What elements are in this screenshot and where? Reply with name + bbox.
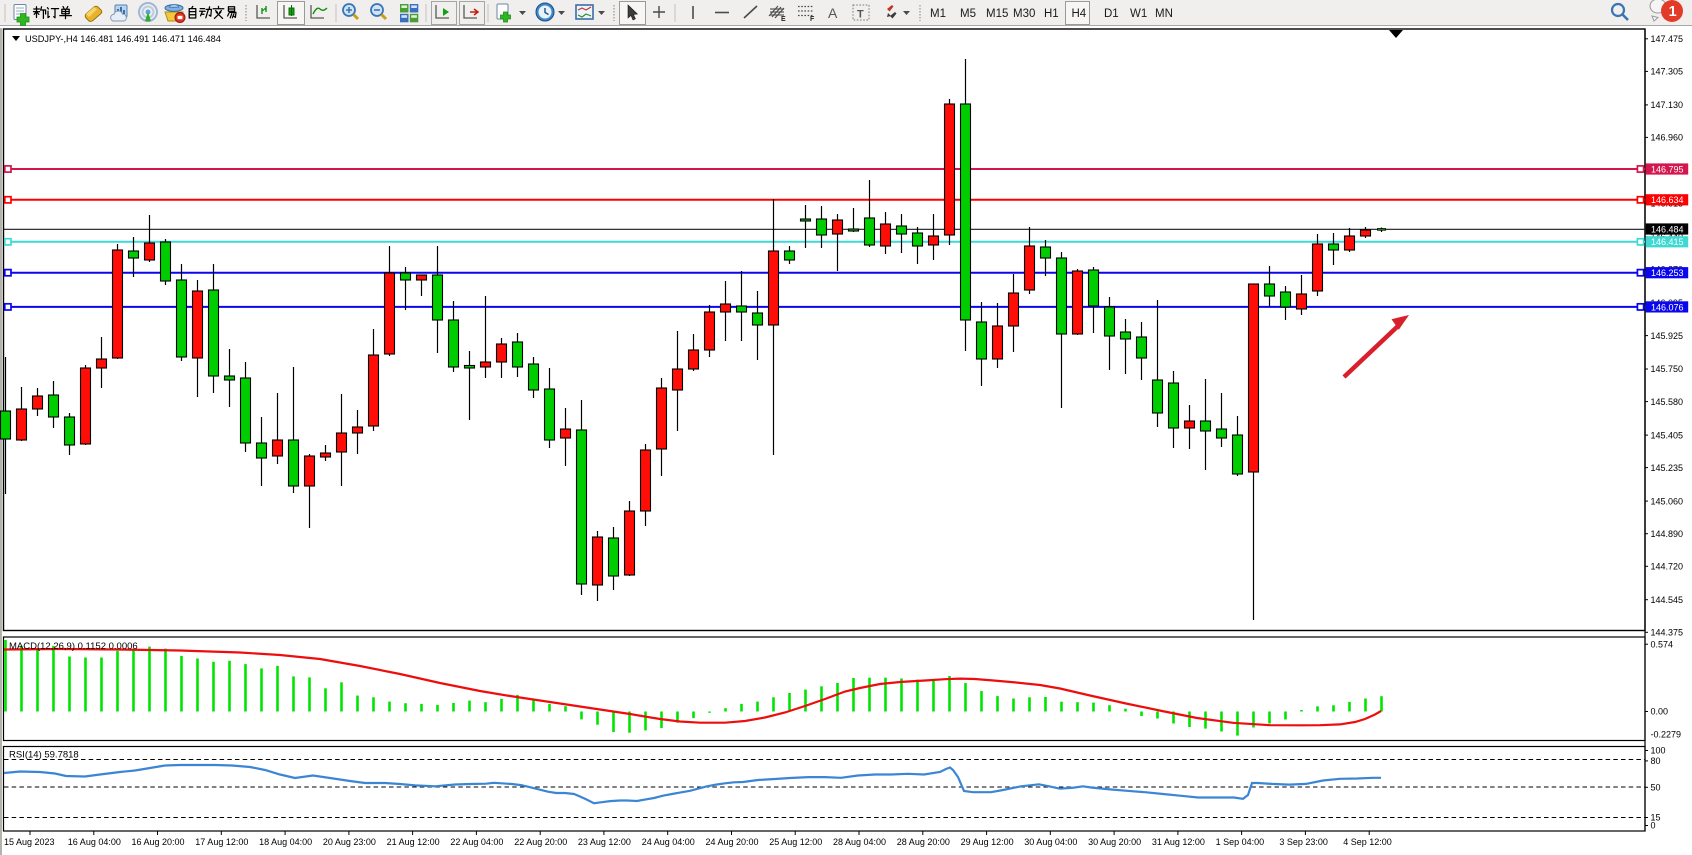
svg-text:144.375: 144.375 xyxy=(1651,628,1684,638)
svg-text:146.634: 146.634 xyxy=(1651,195,1684,205)
svg-text:146.484: 146.484 xyxy=(1651,224,1684,234)
svg-text:100: 100 xyxy=(1651,746,1666,756)
svg-text:16 Aug 20:00: 16 Aug 20:00 xyxy=(132,837,185,847)
svg-text:USDJPY-,H4 146.481 146.491 14: USDJPY-,H4 146.481 146.491 146.471 146.4… xyxy=(25,34,221,44)
svg-text:M5: M5 xyxy=(960,8,976,20)
svg-text:0.00: 0.00 xyxy=(1651,707,1669,717)
svg-text:145.235: 145.235 xyxy=(1651,463,1684,473)
svg-text:1: 1 xyxy=(1669,4,1677,20)
svg-text:147.305: 147.305 xyxy=(1651,67,1684,77)
svg-text:15: 15 xyxy=(1651,813,1661,823)
svg-text:18 Aug 04:00: 18 Aug 04:00 xyxy=(259,837,312,847)
svg-text:146.253: 146.253 xyxy=(1651,268,1684,278)
svg-text:25 Aug 12:00: 25 Aug 12:00 xyxy=(769,837,822,847)
svg-text:H1: H1 xyxy=(1044,8,1059,20)
svg-text:24 Aug 20:00: 24 Aug 20:00 xyxy=(706,837,759,847)
svg-text:M15: M15 xyxy=(986,8,1008,20)
svg-text:W1: W1 xyxy=(1130,8,1147,20)
svg-text:F: F xyxy=(810,16,815,23)
svg-text:M30: M30 xyxy=(1013,8,1035,20)
svg-text:145.060: 145.060 xyxy=(1651,496,1684,506)
svg-text:146.415: 146.415 xyxy=(1651,237,1684,247)
svg-text:147.475: 147.475 xyxy=(1651,34,1684,44)
svg-text:30 Aug 20:00: 30 Aug 20:00 xyxy=(1088,837,1141,847)
svg-text:4 Sep 12:00: 4 Sep 12:00 xyxy=(1343,837,1392,847)
svg-text:21 Aug 12:00: 21 Aug 12:00 xyxy=(387,837,440,847)
svg-text:29 Aug 12:00: 29 Aug 12:00 xyxy=(961,837,1014,847)
svg-text:17 Aug 12:00: 17 Aug 12:00 xyxy=(195,837,248,847)
svg-text:A: A xyxy=(828,5,838,21)
svg-text:3 Sep 23:00: 3 Sep 23:00 xyxy=(1279,837,1328,847)
svg-text:145.405: 145.405 xyxy=(1651,430,1684,440)
svg-text:145.580: 145.580 xyxy=(1651,397,1684,407)
svg-text:144.720: 144.720 xyxy=(1651,562,1684,572)
svg-text:145.925: 145.925 xyxy=(1651,331,1684,341)
svg-text:1 Sep 04:00: 1 Sep 04:00 xyxy=(1216,837,1265,847)
svg-text:16 Aug 04:00: 16 Aug 04:00 xyxy=(68,837,121,847)
svg-text:0: 0 xyxy=(1651,821,1656,831)
svg-text:RSI(14) 59.7818: RSI(14) 59.7818 xyxy=(9,750,79,761)
svg-text:-0.2279: -0.2279 xyxy=(1651,730,1682,740)
svg-text:23 Aug 12:00: 23 Aug 12:00 xyxy=(578,837,631,847)
svg-text:146.795: 146.795 xyxy=(1651,164,1684,174)
svg-text:147.130: 147.130 xyxy=(1651,100,1684,110)
svg-text:15 Aug 2023: 15 Aug 2023 xyxy=(4,837,55,847)
svg-text:80: 80 xyxy=(1651,756,1661,766)
svg-text:145.750: 145.750 xyxy=(1651,364,1684,374)
svg-text:28 Aug 20:00: 28 Aug 20:00 xyxy=(897,837,950,847)
svg-text:22 Aug 20:00: 22 Aug 20:00 xyxy=(514,837,567,847)
svg-text:146.960: 146.960 xyxy=(1651,133,1684,143)
svg-text:146.076: 146.076 xyxy=(1651,302,1684,312)
svg-text:20 Aug 23:00: 20 Aug 23:00 xyxy=(323,837,376,847)
svg-text:MACD(12,26,9) 0.1152 0.0006: MACD(12,26,9) 0.1152 0.0006 xyxy=(9,641,138,652)
svg-text:30 Aug 04:00: 30 Aug 04:00 xyxy=(1024,837,1077,847)
svg-text:144.545: 144.545 xyxy=(1651,595,1684,605)
svg-text:50: 50 xyxy=(1651,783,1661,793)
svg-text:MN: MN xyxy=(1155,8,1173,20)
svg-text:144.890: 144.890 xyxy=(1651,529,1684,539)
svg-text:31 Aug 12:00: 31 Aug 12:00 xyxy=(1152,837,1205,847)
svg-text:E: E xyxy=(781,16,786,23)
svg-text:M1: M1 xyxy=(930,8,946,20)
svg-text:28 Aug 04:00: 28 Aug 04:00 xyxy=(833,837,886,847)
svg-text:D1: D1 xyxy=(1104,8,1119,20)
svg-text:H4: H4 xyxy=(1072,8,1087,20)
svg-text:22 Aug 04:00: 22 Aug 04:00 xyxy=(450,837,503,847)
svg-text:T: T xyxy=(857,9,864,21)
svg-text:24 Aug 04:00: 24 Aug 04:00 xyxy=(642,837,695,847)
svg-text:0.574: 0.574 xyxy=(1651,639,1674,649)
